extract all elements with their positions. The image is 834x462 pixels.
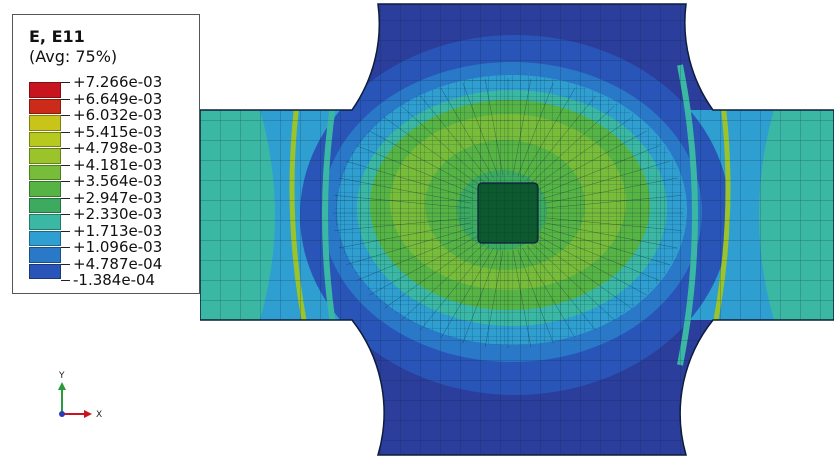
- legend-tick: [61, 82, 70, 83]
- legend-swatch: [29, 82, 61, 98]
- legend-value: +1.713e-03: [73, 221, 163, 240]
- legend-swatch: [29, 247, 61, 263]
- radial-mesh-line: [484, 79, 504, 176]
- legend-tick: [61, 263, 70, 265]
- radial-mesh-line: [512, 250, 532, 347]
- legend-swatch: [29, 197, 61, 213]
- radial-mesh-line: [530, 105, 615, 184]
- legend-swatch: [29, 98, 61, 114]
- radial-mesh-line: [384, 117, 482, 187]
- radial-mesh-line: [540, 145, 660, 195]
- legend-value: +4.787e-04: [73, 254, 163, 273]
- radial-mesh-line: [538, 235, 647, 296]
- radial-mesh-line: [544, 222, 678, 249]
- radial-mesh-line: [530, 242, 615, 321]
- radial-mesh-line: [526, 95, 596, 181]
- legend-value: -1.384e-04: [73, 271, 156, 289]
- legend-tick: [61, 230, 70, 232]
- legend-title: E, E11: [29, 27, 85, 46]
- fe-mesh-plot: [199, 3, 834, 456]
- legend-swatch: [29, 131, 61, 147]
- radial-mesh-line: [522, 88, 576, 179]
- center-inclusion-mesh: [478, 183, 538, 243]
- radial-mesh-line: [534, 239, 632, 309]
- legend-tick: [61, 98, 70, 100]
- legend-swatch: [29, 115, 61, 131]
- radial-mesh-line: [540, 231, 660, 281]
- radial-mesh-line: [338, 177, 472, 204]
- radial-mesh-line: [369, 130, 478, 191]
- legend-tick: [61, 280, 70, 281]
- triad-x-label: X: [96, 410, 102, 420]
- legend-value: +5.415e-03: [73, 122, 163, 141]
- radial-mesh-line: [544, 177, 678, 204]
- legend-value: +6.032e-03: [73, 106, 163, 124]
- radial-mesh-line: [346, 161, 473, 199]
- legend-tick: [61, 131, 70, 133]
- radial-mesh-line: [369, 235, 478, 296]
- legend-tick: [61, 214, 70, 215]
- radial-mesh-line: [356, 231, 476, 281]
- coordinate-triad: Y X: [50, 370, 120, 430]
- legend-tick: [61, 164, 70, 166]
- legend-swatch: [29, 181, 61, 197]
- radial-mesh-line: [420, 245, 490, 331]
- radial-mesh-line: [526, 245, 596, 331]
- legend-value: +2.947e-03: [73, 188, 163, 207]
- legend-tick: [61, 197, 70, 199]
- radial-mesh-line: [545, 217, 682, 231]
- legend-value: +4.798e-03: [73, 139, 163, 157]
- legend-swatch: [29, 263, 61, 279]
- radial-mesh-line: [534, 117, 632, 187]
- radial-mesh-line: [338, 222, 472, 249]
- radial-mesh-line: [401, 242, 486, 321]
- radial-mesh-line: [484, 250, 504, 347]
- legend-tick: [61, 115, 70, 116]
- radial-mesh-line: [440, 88, 494, 179]
- radial-mesh-line: [512, 79, 532, 176]
- radial-mesh-line: [545, 195, 682, 209]
- legend-value: +3.564e-03: [73, 172, 163, 190]
- specimen-outline: [199, 3, 834, 456]
- legend-value: +1.096e-03: [73, 238, 163, 256]
- radial-mesh-line: [538, 130, 647, 191]
- radial-mesh-line: [440, 247, 494, 338]
- mesh-viewport[interactable]: [199, 0, 834, 457]
- specimen-body: [200, 4, 834, 455]
- radial-mesh-line: [401, 105, 486, 184]
- legend-tick: [61, 148, 70, 149]
- legend-tick: [61, 181, 70, 182]
- radial-mesh-line: [462, 82, 499, 177]
- z-axis-dot: [59, 411, 65, 417]
- radial-mesh-line: [522, 247, 576, 338]
- legend-value: +2.330e-03: [73, 205, 163, 223]
- radial-mesh-line: [346, 227, 473, 265]
- radial-mesh-lines: [333, 78, 683, 348]
- radial-mesh-line: [384, 239, 482, 309]
- radial-mesh-line: [356, 145, 476, 195]
- radial-mesh-line: [517, 249, 554, 344]
- legend-tick: [61, 247, 70, 248]
- radial-mesh-line: [420, 95, 490, 181]
- legend-value: +4.181e-03: [73, 155, 163, 174]
- legend-subtitle: (Avg: 75%): [29, 47, 118, 66]
- legend-value: +7.266e-03: [73, 73, 163, 91]
- triad-y-label: Y: [58, 371, 65, 381]
- radial-mesh-line: [543, 227, 670, 265]
- legend-swatch: [29, 230, 61, 246]
- radial-mesh-line: [462, 249, 499, 344]
- radial-mesh-line: [334, 217, 471, 231]
- legend-swatch: [29, 148, 61, 164]
- x-arrowhead-icon: [84, 410, 92, 418]
- radial-mesh-line: [517, 82, 554, 177]
- legend-swatch: [29, 164, 61, 180]
- y-arrowhead-icon: [58, 382, 66, 390]
- legend-value: +6.649e-03: [73, 89, 163, 108]
- contour-legend: E, E11 (Avg: 75%) +7.266e-03 +6.649e-03 +6…: [12, 14, 200, 294]
- radial-mesh-line: [334, 195, 471, 209]
- radial-mesh-line: [543, 161, 670, 199]
- legend-swatch: [29, 214, 61, 230]
